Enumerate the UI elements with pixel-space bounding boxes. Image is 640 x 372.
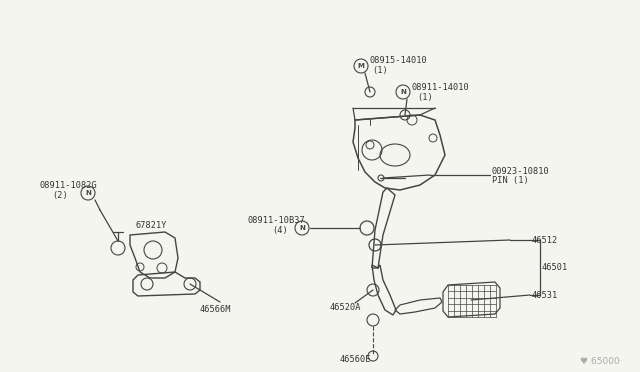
Text: 46566M: 46566M: [200, 305, 232, 314]
Text: 46520A: 46520A: [330, 304, 362, 312]
Text: (1): (1): [372, 65, 388, 74]
Text: N: N: [400, 89, 406, 95]
Text: N: N: [85, 190, 91, 196]
Text: PIN (1): PIN (1): [492, 176, 529, 185]
Text: (1): (1): [417, 93, 433, 102]
Text: 46501: 46501: [542, 263, 568, 273]
Text: 46512: 46512: [532, 235, 558, 244]
Text: N: N: [299, 225, 305, 231]
Text: 67821Y: 67821Y: [135, 221, 166, 230]
Text: 08911-10B37: 08911-10B37: [248, 215, 306, 224]
Text: 46531: 46531: [532, 291, 558, 299]
Text: 00923-10810: 00923-10810: [492, 167, 550, 176]
Text: M: M: [358, 63, 364, 69]
Text: 46560E: 46560E: [340, 356, 371, 365]
Text: (2): (2): [52, 190, 68, 199]
Text: ♥ 65000·: ♥ 65000·: [580, 357, 623, 366]
Text: 08911-1082G: 08911-1082G: [40, 180, 98, 189]
Text: (4): (4): [272, 225, 288, 234]
Text: 08911-14010: 08911-14010: [411, 83, 468, 92]
Text: 08915-14010: 08915-14010: [369, 55, 427, 64]
